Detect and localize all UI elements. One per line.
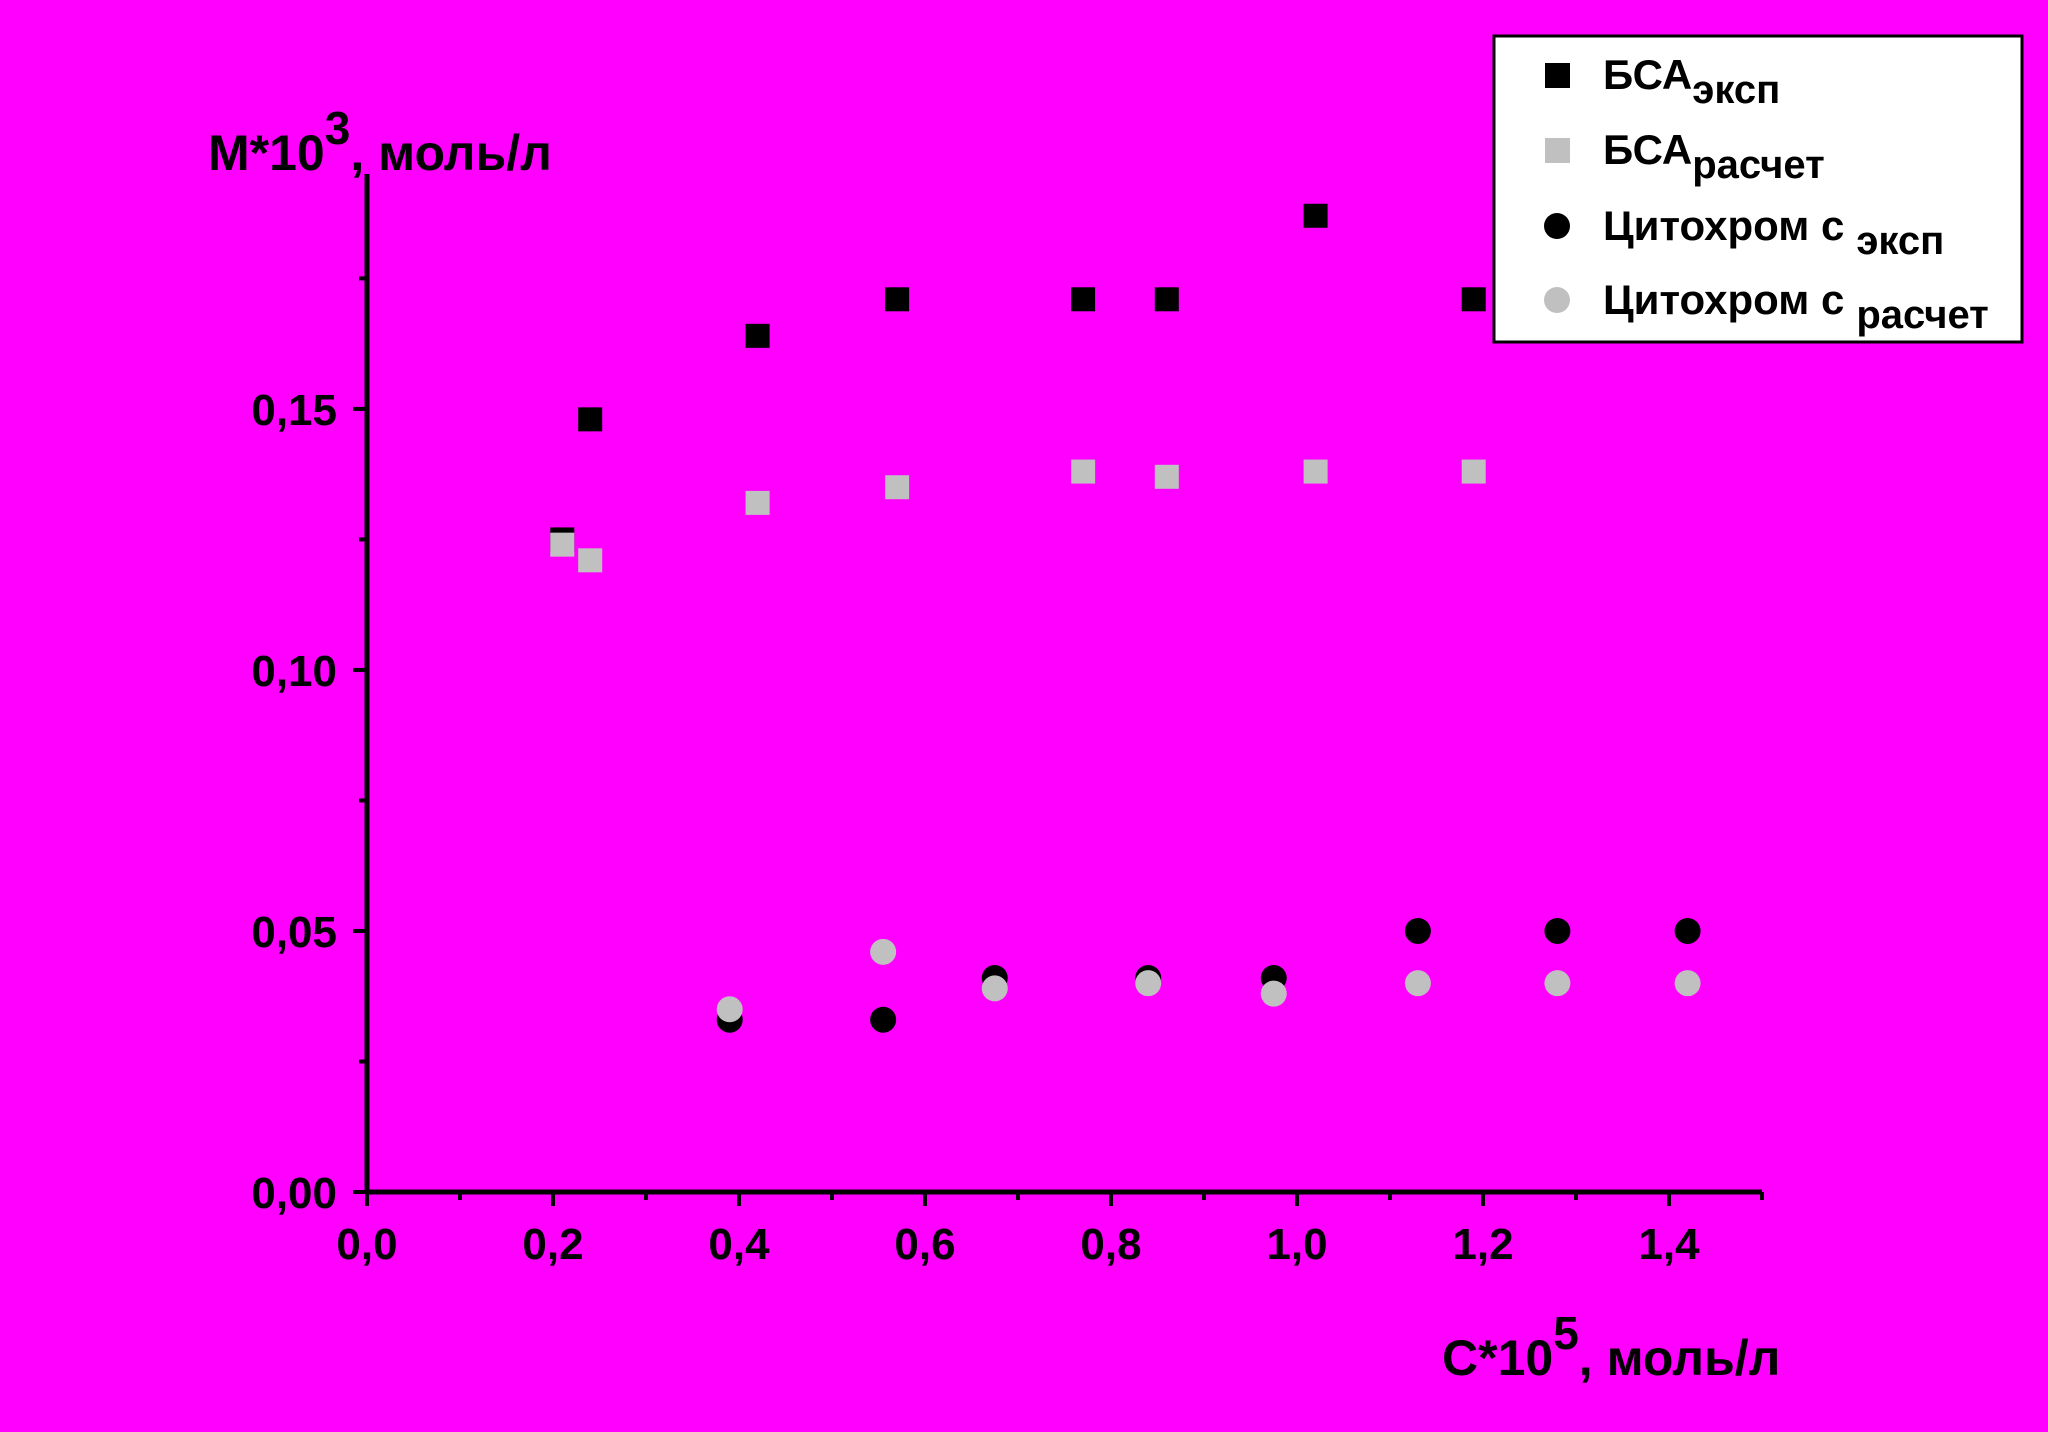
bsa-exp-point bbox=[885, 287, 910, 312]
cytochrome-exp-point bbox=[1674, 917, 1701, 944]
x-tick-label: 0,6 bbox=[894, 1220, 955, 1269]
cytochrome-exp-point bbox=[1404, 917, 1431, 944]
x-axis-label-base: C*10 bbox=[1442, 1330, 1553, 1386]
cytochrome-calc-point bbox=[870, 938, 897, 965]
cytochrome-calc-point bbox=[1135, 970, 1162, 997]
bsa-calc-point bbox=[1071, 459, 1096, 484]
cytochrome-exp-point bbox=[870, 1006, 897, 1033]
x-axis-label-rest: , моль/л bbox=[1579, 1330, 1781, 1386]
legend-label-cyt-calc: Цитохром c расчет bbox=[1603, 276, 1989, 337]
x-tick-label: 0,2 bbox=[522, 1220, 583, 1269]
legend-label-bsa-exp: БСАэксп bbox=[1603, 51, 1780, 112]
y-axis-label-base: M*10 bbox=[208, 125, 325, 181]
y-tick-label: 0,10 bbox=[251, 647, 337, 696]
bsa-exp-point bbox=[578, 407, 603, 432]
bsa-calc-point bbox=[1154, 464, 1179, 489]
y-axis-label-rest: , моль/л bbox=[350, 125, 552, 181]
x-tick-label: 0,8 bbox=[1080, 1220, 1141, 1269]
legend: БСАэксп БСАрасчет Цитохром c эксп Цитохро… bbox=[1492, 34, 2024, 344]
y-tick-label: 0,00 bbox=[251, 1169, 337, 1218]
y-axis-label: M*103, моль/л bbox=[208, 102, 552, 181]
legend-box bbox=[1492, 34, 2024, 344]
bsa-calc-point bbox=[745, 490, 770, 515]
bsa-exp-point bbox=[1461, 287, 1486, 312]
cytochrome-calc-point bbox=[1404, 970, 1431, 997]
x-tick-label: 0,4 bbox=[708, 1220, 770, 1269]
x-tick-label: 1,2 bbox=[1452, 1220, 1513, 1269]
cytochrome-calc-point bbox=[716, 996, 743, 1023]
y-tick-label: 0,05 bbox=[251, 908, 337, 957]
y-tick-label: 0,15 bbox=[251, 386, 337, 435]
bsa-calc-point bbox=[578, 548, 603, 573]
axes: 0,0 0,2 0,4 0,6 0,8 1,0 1,2 1,4 0,00 0,05 0,10 0,15 bbox=[251, 174, 1764, 1269]
cytochrome-calc-point bbox=[981, 975, 1008, 1002]
bsa-calc-point bbox=[1303, 459, 1328, 484]
bsa-exp-point bbox=[1071, 287, 1096, 312]
y-axis-label-sup: 3 bbox=[325, 102, 351, 154]
x-tick-label: 0,0 bbox=[336, 1220, 397, 1269]
cytochrome-calc-point bbox=[1674, 970, 1701, 997]
cytochrome-exp-point bbox=[1544, 917, 1571, 944]
bsa-calc-point bbox=[550, 532, 575, 557]
cytochrome-calc-point bbox=[1260, 980, 1287, 1007]
legend-marker-bsa-exp bbox=[1545, 63, 1570, 88]
x-axis-label-sup: 5 bbox=[1553, 1307, 1579, 1359]
legend-marker-bsa-calc bbox=[1545, 138, 1570, 163]
legend-label-cyt-exp: Цитохром c эксп bbox=[1603, 202, 1944, 263]
data-points bbox=[550, 203, 1701, 1033]
legend-label-bsa-calc: БСАрасчет bbox=[1603, 126, 1825, 187]
x-tick-label: 1,4 bbox=[1638, 1220, 1700, 1269]
bsa-calc-point bbox=[1461, 459, 1486, 484]
bsa-calc-point bbox=[885, 475, 910, 500]
bsa-exp-point bbox=[745, 323, 770, 348]
bsa-exp-point bbox=[1154, 287, 1179, 312]
cytochrome-calc-point bbox=[1544, 970, 1571, 997]
x-tick-label: 1,0 bbox=[1266, 1220, 1327, 1269]
legend-marker-cyt-exp bbox=[1544, 213, 1570, 239]
legend-marker-cyt-calc bbox=[1544, 287, 1570, 313]
x-axis-label: C*105, моль/л bbox=[1442, 1307, 1780, 1386]
bsa-exp-point bbox=[1303, 203, 1328, 228]
